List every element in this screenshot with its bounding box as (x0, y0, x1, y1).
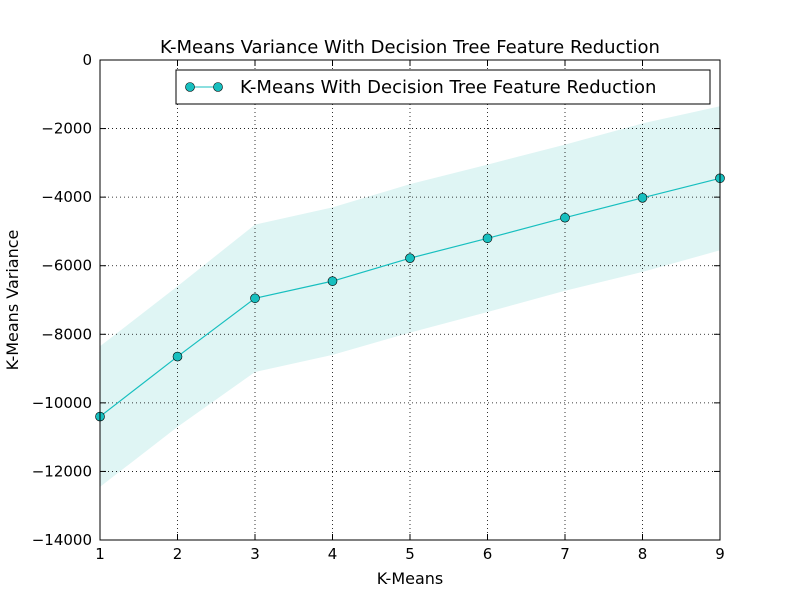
y-tick-label: −6000 (41, 257, 92, 275)
data-point (250, 293, 260, 304)
y-tick-label: −10000 (32, 394, 92, 412)
y-tick-label: −12000 (32, 462, 92, 480)
legend-marker (185, 82, 195, 92)
x-tick-label: 9 (715, 545, 725, 563)
x-axis-title: K-Means (377, 569, 444, 588)
data-point (637, 193, 648, 203)
data-point (172, 351, 183, 362)
legend-label: K-Means With Decision Tree Feature Reduc… (240, 77, 656, 98)
x-tick-label: 3 (250, 545, 260, 563)
y-tick-label: −2000 (41, 120, 92, 138)
y-tick-label: 0 (82, 51, 92, 69)
data-point (405, 253, 415, 263)
x-tick-label: 2 (173, 545, 183, 563)
data-point (560, 212, 570, 223)
legend: K-Means With Decision Tree Feature Reduc… (175, 69, 711, 105)
legend-marker (213, 82, 223, 92)
legend-box (175, 69, 711, 105)
data-point (327, 276, 338, 286)
tick-layer (99, 59, 721, 541)
y-tick-label: −4000 (41, 188, 92, 206)
y-axis-title: K-Means Variance (3, 230, 22, 371)
x-tick-label: 8 (638, 545, 648, 563)
tick-label-layer: 1 2 3 4 5 6 7 8 9 0 −2000 −4000 −6000 −8000 −10000 −120… (32, 51, 725, 563)
x-tick-label: 5 (405, 545, 415, 563)
x-tick-label: 1 (95, 545, 105, 563)
chart-title: K-Means Variance With Decision Tree Feat… (160, 37, 660, 58)
data-point (482, 233, 493, 244)
y-tick-label: −8000 (41, 325, 92, 343)
x-tick-label: 6 (483, 545, 493, 563)
x-tick-label: 7 (560, 545, 570, 563)
y-tick-label: −14000 (32, 531, 92, 549)
x-tick-label: 4 (328, 545, 338, 563)
